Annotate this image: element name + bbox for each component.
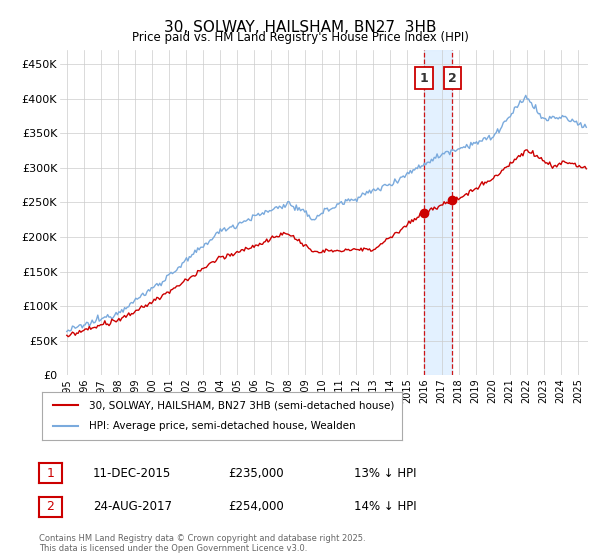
Bar	[424, 50, 452, 375]
Text: 1: 1	[46, 466, 55, 480]
Text: 13% ↓ HPI: 13% ↓ HPI	[354, 466, 416, 480]
Text: HPI: Average price, semi-detached house, Wealden: HPI: Average price, semi-detached house,…	[89, 421, 355, 431]
Text: 1: 1	[419, 72, 428, 85]
Text: 24-AUG-2017: 24-AUG-2017	[93, 500, 172, 514]
Text: 30, SOLWAY, HAILSHAM, BN27  3HB: 30, SOLWAY, HAILSHAM, BN27 3HB	[164, 20, 436, 35]
Text: 2: 2	[46, 500, 55, 514]
Text: 2: 2	[448, 72, 457, 85]
Text: 11-DEC-2015: 11-DEC-2015	[93, 466, 171, 480]
Text: £254,000: £254,000	[228, 500, 284, 514]
Text: £235,000: £235,000	[228, 466, 284, 480]
Text: 14% ↓ HPI: 14% ↓ HPI	[354, 500, 416, 514]
Text: 30, SOLWAY, HAILSHAM, BN27 3HB (semi-detached house): 30, SOLWAY, HAILSHAM, BN27 3HB (semi-det…	[89, 400, 394, 410]
Text: Price paid vs. HM Land Registry's House Price Index (HPI): Price paid vs. HM Land Registry's House …	[131, 31, 469, 44]
Text: Contains HM Land Registry data © Crown copyright and database right 2025.
This d: Contains HM Land Registry data © Crown c…	[39, 534, 365, 553]
